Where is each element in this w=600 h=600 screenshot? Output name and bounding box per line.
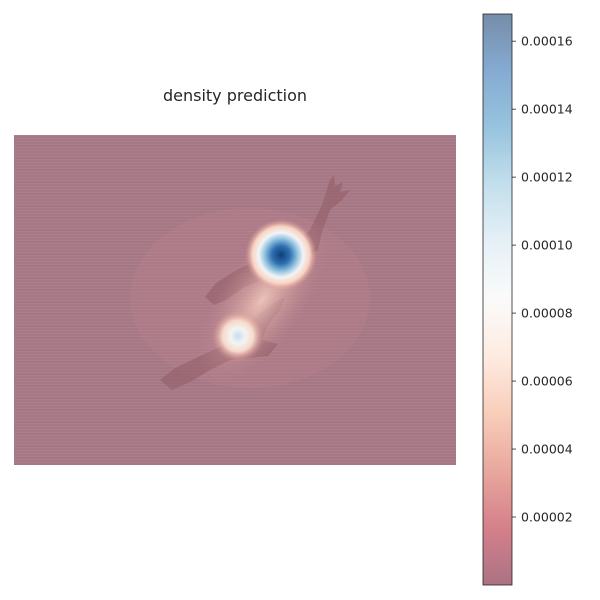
- colorbar-tick-label: 0.00008: [521, 306, 573, 321]
- colorbar: 0.00002 0.00004 0.00006 0.00008 0.00010 0.000…: [482, 13, 573, 586]
- colorbar-tick-label: 0.00016: [521, 34, 573, 49]
- density-peak-lower: [212, 310, 264, 362]
- density-peak-upper: [245, 219, 317, 291]
- colorbar-tick-label: 0.00006: [521, 374, 573, 389]
- colorbar-ticks: 0.00002 0.00004 0.00006 0.00008 0.00010 0.000…: [512, 34, 573, 525]
- colorbar-gradient: [483, 14, 512, 585]
- colorbar-tick-label: 0.00004: [521, 442, 573, 457]
- colorbar-frame: [482, 13, 513, 586]
- colorbar-tick-label: 0.00014: [521, 102, 573, 117]
- colorbar-tick-label: 0.00010: [521, 238, 573, 253]
- heatmap-plot-area: [14, 135, 456, 465]
- colorbar-tick-label: 0.00012: [521, 170, 573, 185]
- chart-title: density prediction: [162, 86, 308, 105]
- colorbar-tick-label: 0.00002: [521, 510, 573, 525]
